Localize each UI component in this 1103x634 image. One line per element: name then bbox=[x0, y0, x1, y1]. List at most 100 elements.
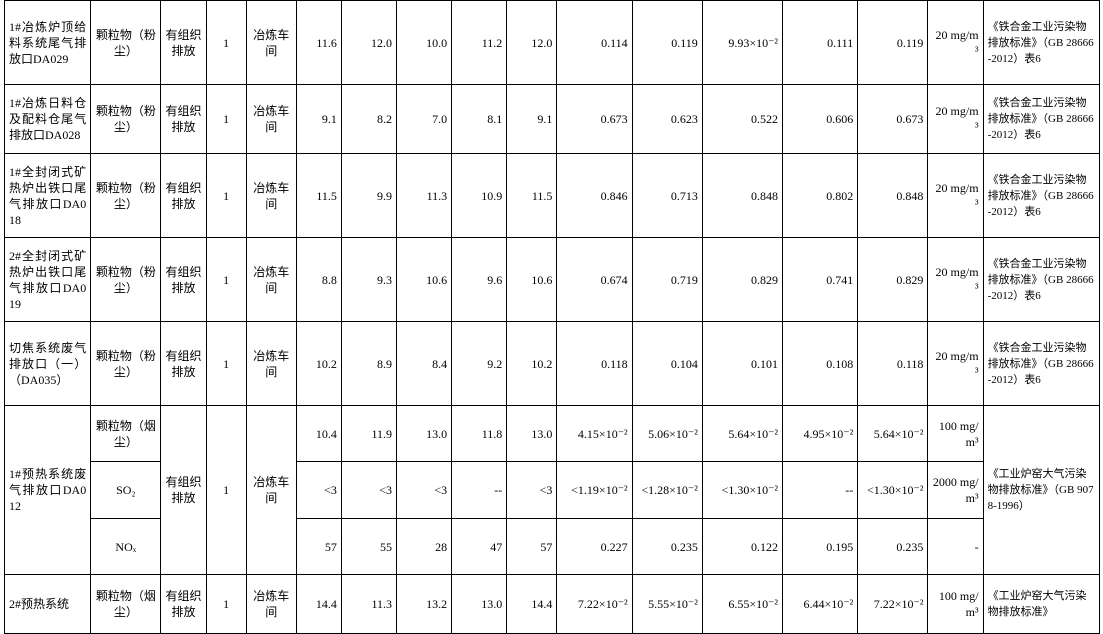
rate-cell: 0.119 bbox=[631, 0, 703, 85]
table-row: 1#全封闭式矿热炉出铁口尾气排放口DA018 颗粒物（粉尘） 有组织排放 1 冶炼车间 1… bbox=[3, 153, 1101, 238]
table-row: 1#冶炼炉顶给料系统尾气排放口DA029 颗粒物（粉尘） 有组织排放 1 冶炼车间 11.… bbox=[3, 0, 1101, 85]
source-cell: 切焦系统废气排放口（一）（DA035） bbox=[3, 321, 92, 406]
rate-cell: 0.674 bbox=[556, 237, 633, 322]
concentration-cell: <3 bbox=[506, 461, 558, 519]
rate-cell: 0.122 bbox=[701, 518, 784, 575]
concentration-cell: 11.2 bbox=[451, 0, 508, 85]
rate-cell: <1.30×10⁻² bbox=[857, 461, 929, 519]
table-row: 切焦系统废气排放口（一）（DA035） 颗粒物（粉尘） 有组织排放 1 冶炼车间 10.2… bbox=[3, 321, 1101, 406]
rate-cell: 7.22×10⁻² bbox=[857, 574, 929, 634]
concentration-cell: 8.4 bbox=[396, 321, 453, 406]
rate-cell: <1.30×10⁻² bbox=[701, 461, 784, 519]
rate-cell: 0.606 bbox=[782, 84, 859, 154]
concentration-cell: 13.0 bbox=[396, 405, 453, 462]
table-row: 1#预热系统废气排放口DA012 颗粒物（烟尘） 有组织排放 1 冶炼车间 10.4 11.… bbox=[3, 405, 1101, 575]
rate-cell: 9.93×10⁻² bbox=[701, 0, 784, 85]
type-cell: 有组织排放 bbox=[160, 0, 207, 85]
concentration-cell: 14.4 bbox=[295, 574, 342, 634]
count-cell: 1 bbox=[205, 405, 247, 575]
rate-cell: 6.55×10⁻² bbox=[701, 574, 784, 634]
pollutant-cell: 颗粒物（烟尘） bbox=[90, 574, 162, 634]
pollutant-cell: 颗粒物（粉尘） bbox=[90, 153, 162, 238]
rate-cell: 0.235 bbox=[631, 518, 703, 575]
type-cell: 有组织排放 bbox=[160, 153, 207, 238]
type-cell: 有组织排放 bbox=[160, 574, 207, 634]
rate-cell: 4.95×10⁻² bbox=[782, 405, 859, 462]
rate-cell: 0.522 bbox=[701, 84, 784, 154]
limit-cell: 20 mg/m³ bbox=[927, 321, 984, 406]
table-row: 2#预热系统 颗粒物（烟尘） 有组织排放 1 冶炼车间 14.4 11.3 13.2 13.0 1… bbox=[3, 574, 1101, 634]
rate-cell: 6.44×10⁻² bbox=[782, 574, 859, 634]
standard-cell: 《工业炉窑大气污染物排放标准》（GB 9078-1996） bbox=[982, 405, 1101, 575]
pollutant-cell: 颗粒物（粉尘） bbox=[90, 321, 162, 406]
type-cell: 有组织排放 bbox=[160, 84, 207, 154]
rate-cell: 0.713 bbox=[631, 153, 703, 238]
table-row: 1#冶炼日料仓及配料仓尾气排放口DA028 颗粒物（粉尘） 有组织排放 1 冶炼车间 9.… bbox=[3, 84, 1101, 154]
limit-cell: 20 mg/m³ bbox=[927, 237, 984, 322]
rate-cell: 0.848 bbox=[857, 153, 929, 238]
limit-cell: 20 mg/m³ bbox=[927, 0, 984, 85]
pollutant-cell: 颗粒物（烟尘） bbox=[90, 405, 162, 462]
workshop-cell: 冶炼车间 bbox=[245, 574, 297, 634]
source-cell: 2#预热系统 bbox=[3, 574, 92, 634]
concentration-cell: 12.0 bbox=[506, 0, 558, 85]
source-cell: 1#冶炼日料仓及配料仓尾气排放口DA028 bbox=[3, 84, 92, 154]
type-cell: 有组织排放 bbox=[160, 321, 207, 406]
concentration-cell: 57 bbox=[506, 518, 558, 575]
rate-cell: 0.118 bbox=[556, 321, 633, 406]
standard-cell: 《铁合金工业污染物排放标准》（GB 28666-2012）表6 bbox=[982, 84, 1101, 154]
rate-cell: 0.623 bbox=[631, 84, 703, 154]
limit-cell: 100 mg/m³ bbox=[927, 405, 984, 462]
rate-cell: 0.741 bbox=[782, 237, 859, 322]
limit-cell: 20 mg/m³ bbox=[927, 153, 984, 238]
concentration-cell: 9.2 bbox=[451, 321, 508, 406]
standard-cell: 《铁合金工业污染物排放标准》（GB 28666-2012）表6 bbox=[982, 321, 1101, 406]
standard-cell: 《铁合金工业污染物排放标准》（GB 28666-2012）表6 bbox=[982, 237, 1101, 322]
concentration-cell: 11.5 bbox=[295, 153, 342, 238]
pollutant-cell: NOₓ bbox=[90, 518, 162, 575]
workshop-cell: 冶炼车间 bbox=[245, 405, 297, 575]
workshop-cell: 冶炼车间 bbox=[245, 84, 297, 154]
workshop-cell: 冶炼车间 bbox=[245, 321, 297, 406]
table-row: 2#全封闭式矿热炉出铁口尾气排放口DA019 颗粒物（粉尘） 有组织排放 1 冶炼车间 8… bbox=[3, 237, 1101, 322]
pollutant-cell: SO₂ bbox=[90, 461, 162, 519]
rate-cell: 0.802 bbox=[782, 153, 859, 238]
concentration-cell: -- bbox=[451, 461, 508, 519]
concentration-cell: 13.2 bbox=[396, 574, 453, 634]
concentration-cell: 28 bbox=[396, 518, 453, 575]
rate-cell: 0.114 bbox=[556, 0, 633, 85]
count-cell: 1 bbox=[205, 153, 247, 238]
concentration-cell: 10.0 bbox=[396, 0, 453, 85]
concentration-cell: 14.4 bbox=[506, 574, 558, 634]
count-cell: 1 bbox=[205, 574, 247, 634]
concentration-cell: 13.0 bbox=[506, 405, 558, 462]
rate-cell: 0.119 bbox=[857, 0, 929, 85]
type-cell: 有组织排放 bbox=[160, 405, 207, 575]
concentration-cell: 11.8 bbox=[451, 405, 508, 462]
concentration-cell: 55 bbox=[340, 518, 398, 575]
emission-table: 1#冶炼炉顶给料系统尾气排放口DA029 颗粒物（粉尘） 有组织排放 1 冶炼车间 11.… bbox=[3, 0, 1101, 634]
rate-cell: 5.06×10⁻² bbox=[631, 405, 703, 462]
limit-cell: 2000 mg/m³ bbox=[927, 461, 984, 519]
limit-cell: 100 mg/m³ bbox=[927, 574, 984, 634]
rate-cell: 0.108 bbox=[782, 321, 859, 406]
rate-cell: 0.829 bbox=[857, 237, 929, 322]
source-cell: 2#全封闭式矿热炉出铁口尾气排放口DA019 bbox=[3, 237, 92, 322]
rate-cell: 0.104 bbox=[631, 321, 703, 406]
concentration-cell: 12.0 bbox=[340, 0, 398, 85]
concentration-cell: 10.9 bbox=[451, 153, 508, 238]
concentration-cell: 10.4 bbox=[295, 405, 342, 462]
rate-cell: 0.848 bbox=[701, 153, 784, 238]
concentration-cell: <3 bbox=[295, 461, 342, 519]
concentration-cell: 57 bbox=[295, 518, 342, 575]
type-cell: 有组织排放 bbox=[160, 237, 207, 322]
concentration-cell: 8.9 bbox=[340, 321, 398, 406]
pollutant-cell: 颗粒物（粉尘） bbox=[90, 237, 162, 322]
concentration-cell: 8.8 bbox=[295, 237, 342, 322]
concentration-cell: 9.6 bbox=[451, 237, 508, 322]
workshop-cell: 冶炼车间 bbox=[245, 0, 297, 85]
concentration-cell: 11.5 bbox=[506, 153, 558, 238]
concentration-cell: 47 bbox=[451, 518, 508, 575]
rate-cell: 5.64×10⁻² bbox=[857, 405, 929, 462]
